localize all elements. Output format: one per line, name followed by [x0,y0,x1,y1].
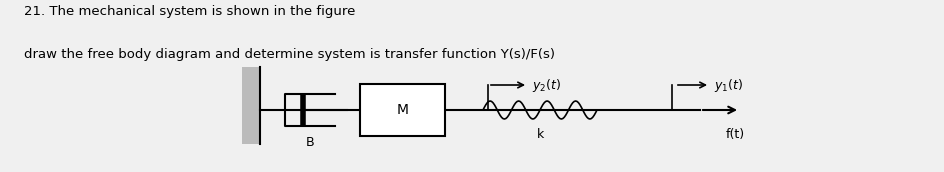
Bar [242,67,260,144]
Text: M: M [396,103,409,117]
Text: B: B [306,136,314,149]
Text: k: k [536,128,544,141]
Text: f(t): f(t) [725,128,745,141]
Text: 21. The mechanical system is shown in the figure: 21. The mechanical system is shown in th… [24,5,355,18]
Bar [360,84,445,136]
Text: $y_1(t)$: $y_1(t)$ [714,77,743,94]
Text: $y_2(t)$: $y_2(t)$ [532,77,562,94]
Text: draw the free body diagram and determine system is transfer function Y(s)/F(s): draw the free body diagram and determine… [24,48,555,61]
